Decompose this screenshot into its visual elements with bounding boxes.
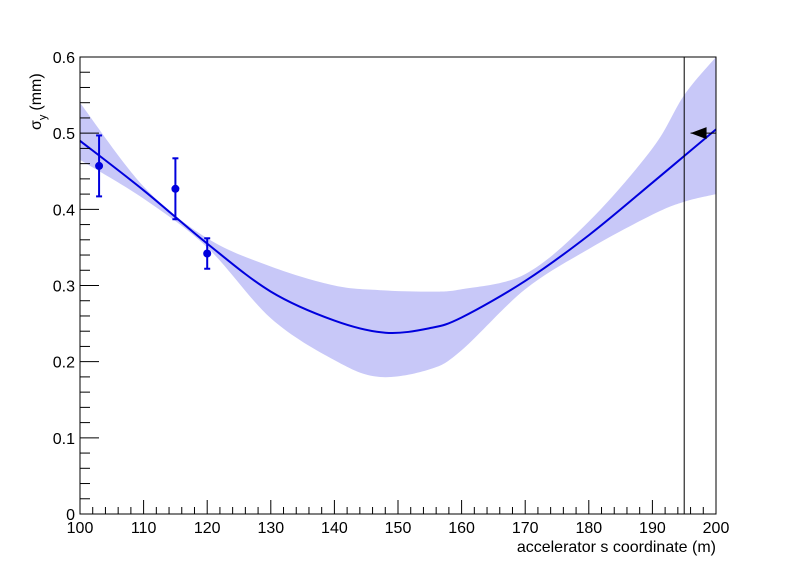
- error-band-layer: [80, 57, 716, 378]
- y-tick-label: 0.5: [53, 126, 75, 143]
- y-tick-label: 0.6: [53, 50, 75, 67]
- x-tick-label: 160: [448, 520, 475, 537]
- axis-labels-layer: accelerator s coordinate (m) σy (mm): [28, 73, 716, 556]
- y-tick-label: 0.4: [53, 202, 75, 219]
- y-tick-label: 0.1: [53, 431, 75, 448]
- arrow-marker: [690, 127, 707, 140]
- x-tick-label: 150: [385, 520, 412, 537]
- x-tick-label: 130: [257, 520, 284, 537]
- plot-frame: [79, 56, 717, 515]
- data-point: [95, 161, 104, 170]
- x-tick-label: 110: [131, 520, 157, 537]
- x-tick-label: 190: [639, 520, 666, 537]
- x-tick-label: 170: [512, 520, 539, 537]
- plot-frame-layer: [79, 56, 717, 515]
- y-tick-label: 0.2: [53, 355, 75, 372]
- data-point: [203, 249, 212, 258]
- x-axis-title: accelerator s coordinate (m): [517, 539, 716, 556]
- x-tick-label: 180: [575, 520, 602, 537]
- fit-line-layer: [79, 128, 717, 334]
- data-point: [171, 184, 180, 193]
- axis-ticks-layer: 100 110 120 130 140 150 160 170 180 190 200 0 0.1 0.2…: [53, 50, 730, 537]
- fit-line: [79, 128, 717, 334]
- x-tick-label: 200: [703, 520, 730, 537]
- y-axis-unit: (mm): [28, 73, 45, 110]
- y-axis-symbol: σ: [28, 120, 45, 130]
- y-axis-subscript: y: [37, 114, 49, 120]
- x-tick-label: 140: [321, 520, 348, 537]
- x-tick-label: 100: [67, 520, 94, 537]
- data-points-layer: [95, 134, 212, 270]
- y-axis-title: σy (mm): [28, 73, 49, 130]
- x-tick-label: 120: [194, 520, 221, 537]
- y-tick-label: 0.3: [53, 279, 75, 296]
- error-band: [80, 57, 716, 378]
- y-tick-label: 0: [66, 507, 75, 524]
